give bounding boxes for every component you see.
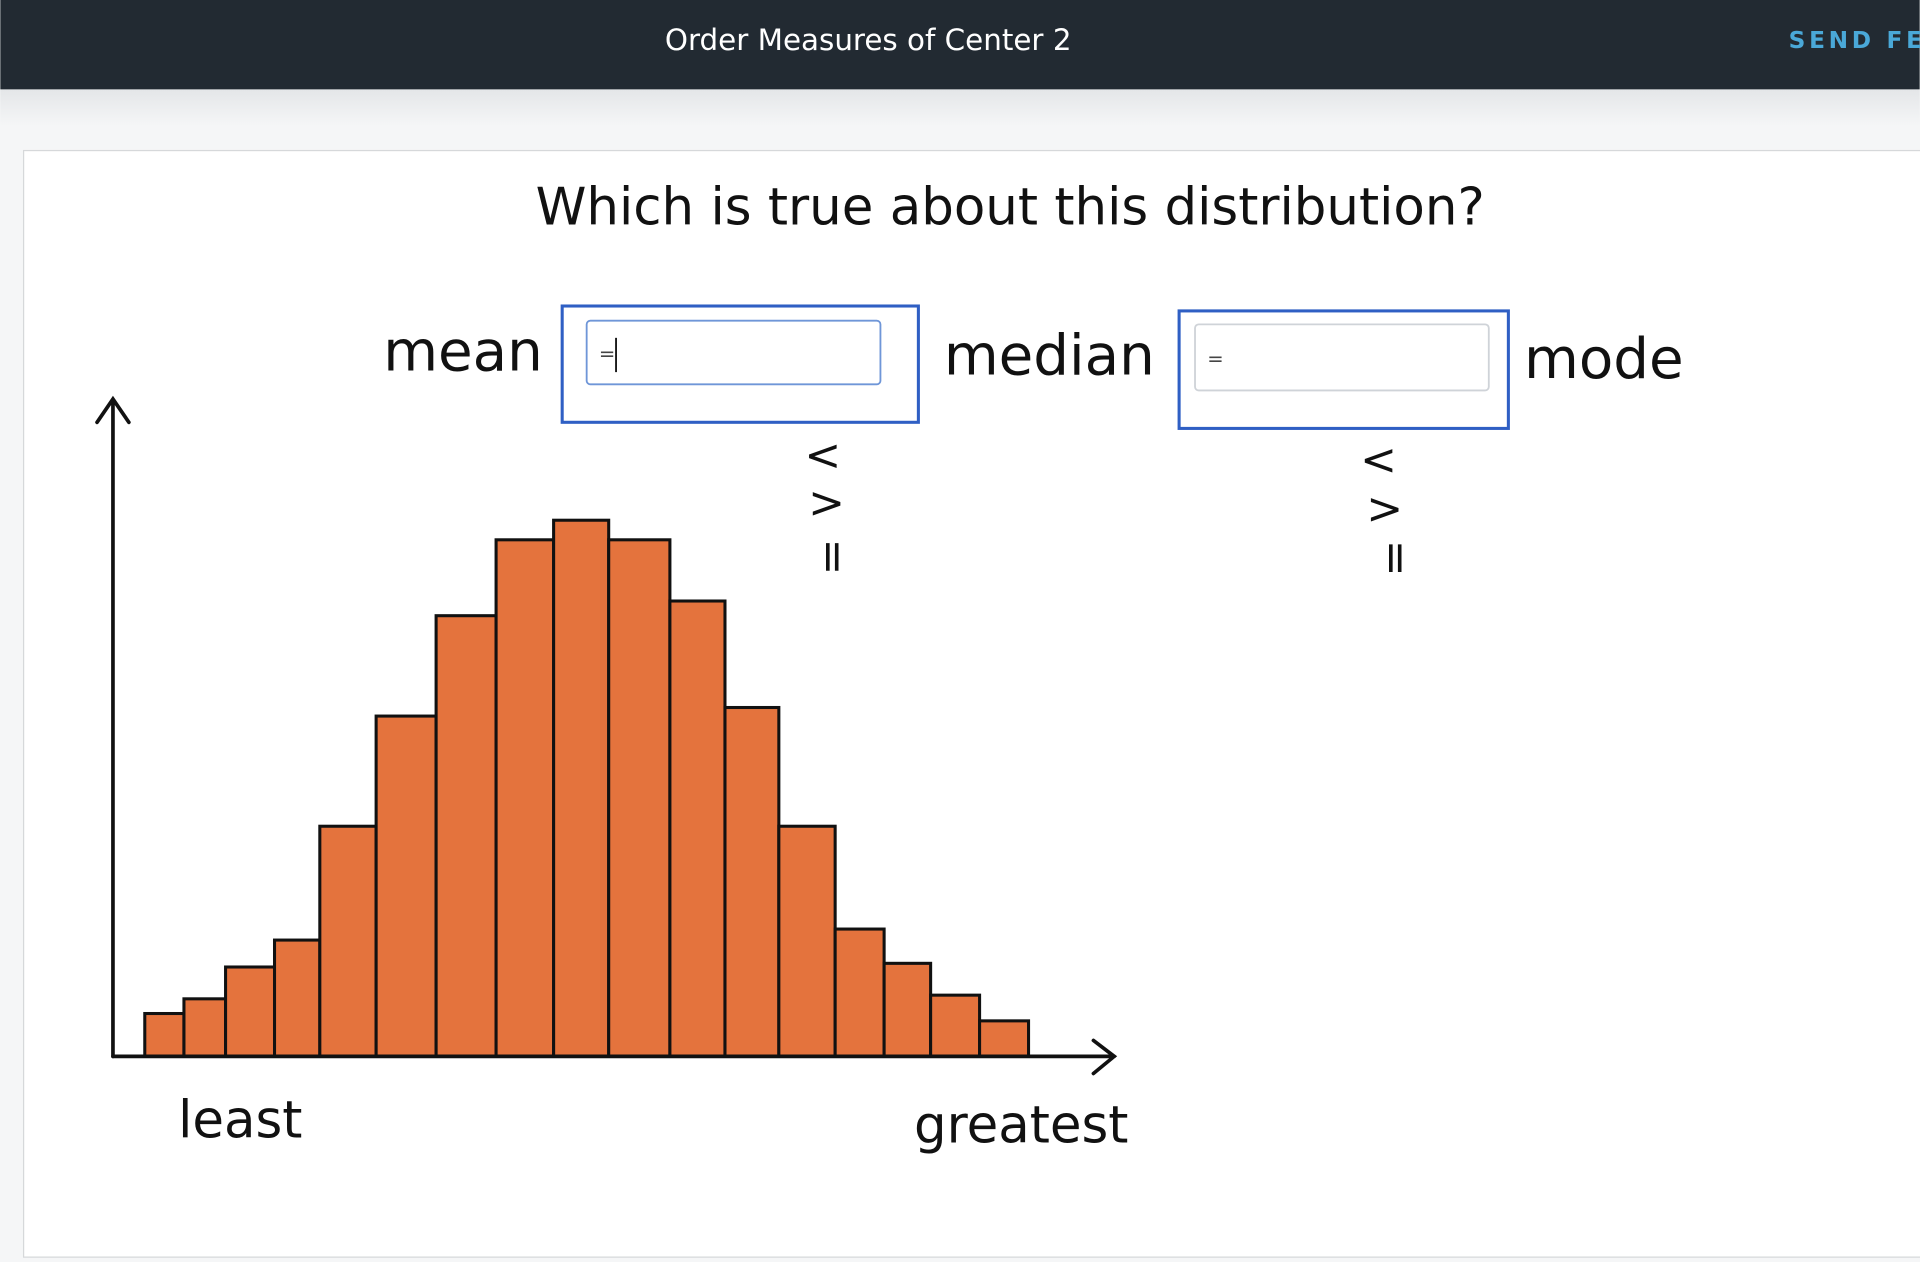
answer-input[interactable] bbox=[1194, 323, 1490, 392]
histogram-bar bbox=[607, 538, 672, 1058]
median-label: median bbox=[944, 323, 1155, 388]
histogram-bar bbox=[668, 599, 727, 1058]
histogram-bar bbox=[272, 938, 322, 1058]
option-greater: > bbox=[808, 478, 845, 529]
histogram-bar bbox=[374, 714, 438, 1058]
option-greater: > bbox=[1366, 484, 1403, 535]
least-label: least bbox=[178, 1091, 302, 1151]
option-equal: = bbox=[807, 538, 858, 575]
histogram-bar bbox=[434, 614, 498, 1058]
option-less: < bbox=[804, 430, 841, 481]
option-equal: = bbox=[1370, 540, 1421, 577]
histogram-bar bbox=[552, 518, 611, 1058]
input-value: = bbox=[1207, 347, 1223, 370]
question: Which is true about this distribution? bbox=[536, 178, 1485, 238]
lesson-title: Order Measures of Center 2 bbox=[665, 23, 1072, 57]
input-value: = bbox=[599, 342, 615, 365]
mean-label: mean bbox=[383, 320, 543, 385]
histogram-bar bbox=[318, 824, 378, 1058]
quiz-card bbox=[22, 149, 1920, 1258]
greatest-label: greatest bbox=[914, 1096, 1129, 1156]
answer-input[interactable] bbox=[585, 319, 882, 386]
header-bar bbox=[0, 0, 1920, 90]
histogram-bar bbox=[143, 1011, 186, 1058]
send-feedback[interactable]: SEND FEE bbox=[1789, 27, 1920, 54]
mode-label: mode bbox=[1524, 327, 1684, 392]
x-axis bbox=[111, 1038, 1118, 1076]
histogram-bar bbox=[224, 965, 277, 1058]
header-shadow bbox=[0, 89, 1920, 127]
histogram-bar bbox=[494, 538, 556, 1058]
histogram-bar bbox=[182, 997, 228, 1058]
histogram-bar bbox=[882, 961, 933, 1058]
histogram-bar bbox=[978, 1019, 1031, 1058]
y-axis bbox=[95, 395, 131, 1059]
histogram-bar bbox=[777, 824, 837, 1058]
histogram-bar bbox=[929, 993, 982, 1058]
option-less: < bbox=[1360, 435, 1397, 486]
histogram-bar bbox=[833, 927, 886, 1058]
histogram-bar bbox=[723, 705, 781, 1058]
